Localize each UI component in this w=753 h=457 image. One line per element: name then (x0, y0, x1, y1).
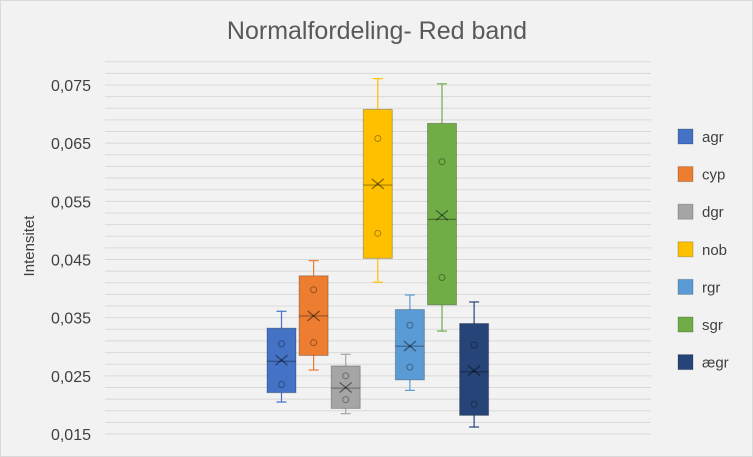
mean-marker (339, 381, 353, 393)
data-point (342, 372, 350, 380)
box-dgr (330, 353, 361, 415)
data-point (374, 135, 382, 143)
data-point (438, 158, 446, 166)
box-rgr (394, 294, 425, 391)
legend-label-nob: nob (702, 242, 727, 259)
data-point (278, 340, 285, 348)
mean-marker (403, 340, 417, 352)
box-series (266, 78, 490, 428)
data-point (438, 274, 446, 282)
mean-marker (435, 209, 449, 221)
mean-marker (371, 178, 385, 190)
legend-label-cyp: cyp (702, 167, 725, 184)
data-point (406, 363, 414, 371)
legend: agr cyp dgr nob rgr sgr ægr (677, 128, 729, 372)
legend-swatch-agr (677, 128, 694, 145)
legend-label-agr: agr (702, 129, 724, 146)
data-point (470, 341, 478, 349)
mean-marker (307, 310, 321, 322)
mean-marker (339, 381, 353, 393)
box-sgr (427, 83, 457, 332)
legend-label-sgr: sgr (702, 317, 723, 334)
data-point (310, 339, 318, 347)
data-point (374, 229, 382, 237)
mean-marker (467, 365, 481, 377)
data-point (406, 321, 414, 329)
y-axis-ticks: 0,015 0,025 0,035 0,045 0,055 0,065 0,075 (51, 78, 91, 444)
box-iqr (330, 365, 361, 409)
mean-marker (403, 340, 417, 352)
mean-marker (275, 354, 288, 366)
box-iqr (298, 275, 329, 356)
legend-swatch-dgr (677, 203, 694, 220)
y-axis-label: Intensitet (21, 215, 38, 277)
y-tick-label: 0,025 (51, 369, 91, 386)
legend-label-ægr: ægr (702, 355, 729, 372)
mean-marker (435, 209, 449, 221)
data-point (310, 286, 318, 294)
data-point (278, 381, 285, 389)
box-ægr (459, 301, 490, 428)
legend-swatch-rgr (677, 278, 694, 295)
box-nob (362, 78, 393, 283)
y-tick-label: 0,065 (51, 136, 91, 153)
box-iqr (394, 309, 425, 381)
mean-marker (371, 178, 385, 190)
mean-marker (307, 310, 321, 322)
box-agr (266, 310, 297, 403)
legend-swatch-nob (677, 241, 694, 258)
box-iqr (362, 108, 393, 259)
data-point (342, 396, 350, 404)
data-point (470, 400, 478, 408)
legend-swatch-ægr (677, 354, 694, 371)
y-tick-label: 0,045 (51, 253, 91, 270)
mean-marker (467, 365, 481, 377)
y-tick-label: 0,035 (51, 311, 91, 328)
chart-title: Normalfordeling- Red band (227, 17, 527, 45)
box-iqr (459, 322, 490, 416)
y-tick-label: 0,055 (51, 194, 91, 211)
legend-label-dgr: dgr (702, 204, 724, 221)
legend-swatch-cyp (677, 166, 694, 183)
box-cyp (298, 260, 329, 371)
box-iqr (427, 122, 457, 306)
y-tick-label: 0,075 (51, 78, 91, 95)
mean-marker (275, 354, 288, 366)
y-tick-label: 0,015 (51, 427, 91, 444)
box-iqr (266, 327, 297, 394)
legend-label-rgr: rgr (702, 279, 720, 296)
legend-swatch-sgr (677, 316, 694, 333)
